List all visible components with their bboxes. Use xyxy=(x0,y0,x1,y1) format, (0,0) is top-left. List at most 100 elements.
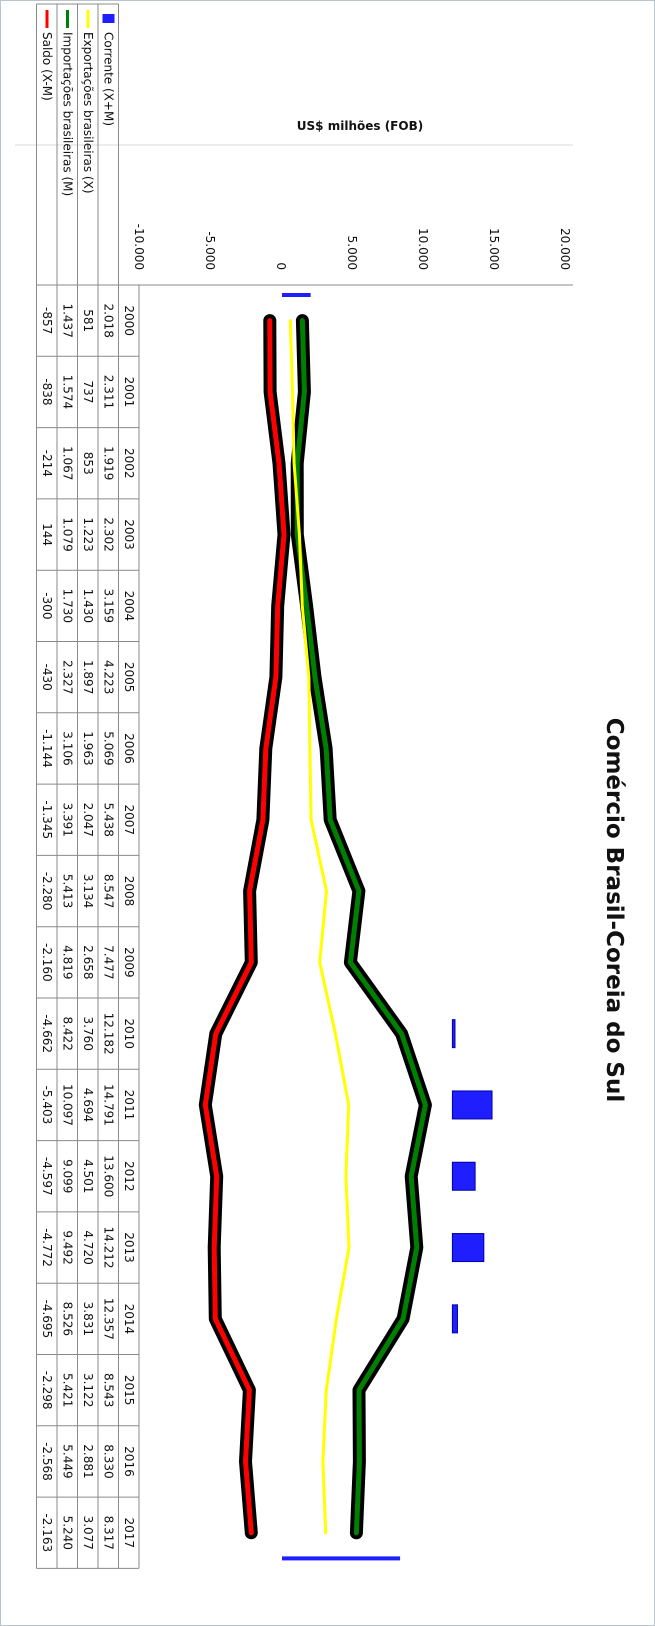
data-label: 853 xyxy=(81,452,95,475)
year-label: 2011 xyxy=(122,1090,136,1121)
data-label: -4.597 xyxy=(40,1157,54,1196)
year-label: 2007 xyxy=(122,804,136,835)
data-label: 4.720 xyxy=(81,1230,95,1264)
data-label: 5.421 xyxy=(61,1373,75,1407)
year-label: 2003 xyxy=(122,519,136,550)
data-label: 3.077 xyxy=(81,1516,95,1550)
year-label: 2010 xyxy=(122,1018,136,1049)
data-label: 3.159 xyxy=(102,589,116,623)
data-label: -214 xyxy=(40,450,54,477)
bar-corrente-edge-start xyxy=(282,293,311,297)
data-label: 2.881 xyxy=(81,1444,95,1478)
data-label: 5.438 xyxy=(102,803,116,837)
series-line-1 xyxy=(288,319,351,1535)
bar-corrente xyxy=(451,1090,493,1120)
y-tick-label: 0 xyxy=(274,262,288,270)
data-label: 8.330 xyxy=(102,1444,116,1478)
year-label: 2014 xyxy=(122,1304,136,1335)
data-label: -300 xyxy=(40,592,54,619)
data-label: 8.547 xyxy=(102,874,116,908)
year-label: 2012 xyxy=(122,1161,136,1192)
data-label: 5.413 xyxy=(61,874,75,908)
data-label: 3.831 xyxy=(81,1302,95,1336)
data-label: 8.543 xyxy=(102,1373,116,1407)
bar-corrente-edge-end xyxy=(281,1556,401,1561)
y-axis-title: US$ milhões (FOB) xyxy=(297,119,423,133)
data-label: 1.963 xyxy=(81,731,95,765)
data-label: 2.047 xyxy=(81,803,95,837)
y-tick-label: 15.000 xyxy=(487,228,501,270)
data-label: -1.345 xyxy=(40,800,54,839)
data-label: 5.449 xyxy=(61,1444,75,1478)
data-label: 14.791 xyxy=(102,1084,116,1126)
y-axis-ticks: 20.000 15.000 10.000 5.000 0 -5.000 -10.000 xyxy=(132,224,572,270)
data-label: 14.212 xyxy=(102,1227,116,1269)
data-label: 4.501 xyxy=(81,1159,95,1193)
data-label: 5.240 xyxy=(61,1516,75,1550)
data-label: 1.079 xyxy=(61,517,75,551)
data-label: 581 xyxy=(81,309,95,332)
data-label: 1.223 xyxy=(81,517,95,551)
data-label: 2.302 xyxy=(102,517,116,551)
y-tick-label: -10.000 xyxy=(132,224,146,270)
year-label: 2016 xyxy=(122,1446,136,1477)
bar-corrente xyxy=(451,1233,485,1263)
data-label: 1.919 xyxy=(102,446,116,480)
data-label: 10.097 xyxy=(61,1084,75,1126)
data-label: 2.658 xyxy=(81,945,95,979)
year-label: 2001 xyxy=(122,377,136,408)
bar-corrente xyxy=(451,1019,456,1049)
data-label: -4.772 xyxy=(40,1228,54,1267)
data-label: 8.526 xyxy=(61,1302,75,1336)
data-label: 3.122 xyxy=(81,1373,95,1407)
data-label: 8.317 xyxy=(102,1516,116,1550)
legend-key-bar xyxy=(102,14,115,23)
data-label: -4.662 xyxy=(40,1014,54,1053)
year-label: 2013 xyxy=(122,1232,136,1263)
data-label: 9.492 xyxy=(61,1230,75,1264)
data-label: 1.067 xyxy=(61,446,75,480)
data-label: 1.730 xyxy=(61,589,75,623)
data-label: 3.106 xyxy=(61,731,75,765)
data-label: 3.134 xyxy=(81,874,95,908)
series-line-3 xyxy=(202,318,287,1536)
series-name: Corrente (X+M) xyxy=(102,32,116,126)
series-name: Exportações brasileiras (X) xyxy=(81,32,95,194)
data-label: 2.018 xyxy=(102,303,116,337)
data-label: 12.357 xyxy=(102,1298,116,1340)
data-label: 4.694 xyxy=(81,1088,95,1122)
bar-corrente xyxy=(451,1304,458,1334)
series-name: Importações brasileiras (M) xyxy=(61,32,75,196)
data-label: -430 xyxy=(40,664,54,691)
data-label: 1.574 xyxy=(61,375,75,409)
year-label: 2005 xyxy=(122,662,136,693)
data-label: 4.819 xyxy=(61,945,75,979)
bar-corrente xyxy=(451,1161,476,1191)
year-label: 2002 xyxy=(122,448,136,479)
year-label: 2004 xyxy=(122,591,136,622)
data-label: 9.099 xyxy=(61,1159,75,1193)
data-label: 2.327 xyxy=(61,660,75,694)
year-label: 2008 xyxy=(122,876,136,907)
y-tick-label: 5.000 xyxy=(345,236,359,270)
year-label: 2015 xyxy=(122,1375,136,1406)
chart-title: Comércio Brasil-Coreia do Sul xyxy=(601,718,627,1102)
data-label: 1.437 xyxy=(61,303,75,337)
data-label: -1.144 xyxy=(40,729,54,768)
data-label: 8.422 xyxy=(61,1016,75,1050)
y-tick-label: 20.000 xyxy=(558,228,572,270)
data-label: 13.600 xyxy=(102,1155,116,1197)
data-table: 2000 2001 2002 2003 2004 2005 2006 2007 2008 2009… xyxy=(36,3,573,1569)
data-label: -5.403 xyxy=(40,1086,54,1125)
y-tick-label: 10.000 xyxy=(416,228,430,270)
year-label: 2000 xyxy=(122,305,136,336)
data-label: 3.391 xyxy=(61,803,75,837)
chart-marks xyxy=(198,293,493,1561)
year-label: 2006 xyxy=(122,733,136,764)
data-label: -2.160 xyxy=(40,943,54,982)
data-label: -4.695 xyxy=(40,1300,54,1339)
data-label: -2.568 xyxy=(40,1442,54,1481)
